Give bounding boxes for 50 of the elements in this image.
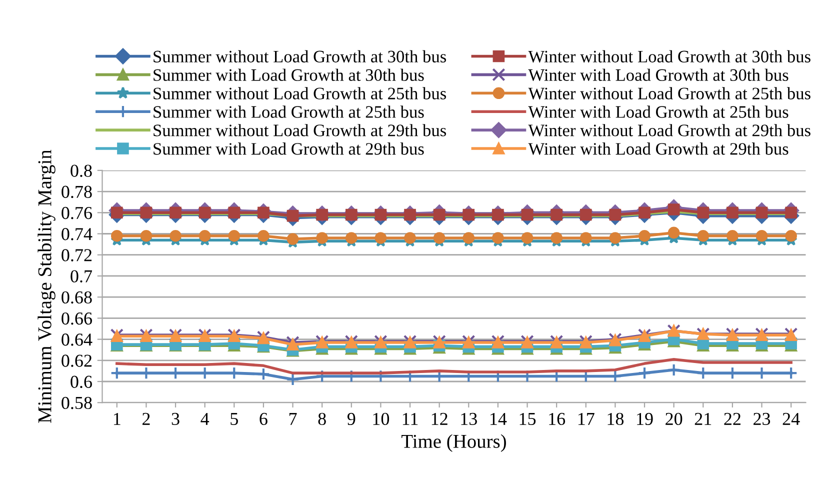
legend-label: Winter with Load Growth at 30th bus [528,68,788,82]
x-tick-label: 18 [608,412,624,426]
x-tick-label: 22 [724,412,740,425]
x-tick-label: 20 [666,412,682,426]
x-tick-label: 9 [347,412,356,426]
legend-label: Summer with Load Growth at 29th bus [154,142,424,155]
x-tick-label: 4 [200,412,210,425]
legend-label: Summer without Load Growth at 30th bus [154,50,446,62]
legend-label: Winter without Load Growth at 25th bus [528,87,810,100]
y-axis-title: Minimum Voltage Stability Margin [38,150,56,423]
x-tick-label: 19 [637,412,653,426]
x-tick-label: 2 [142,412,150,425]
x-tick-label: 7 [289,413,297,425]
x-tick-label: 6 [260,412,268,426]
legend-label: Winter with Load Growth at 25th bus [528,106,788,118]
x-tick-label: 21 [694,412,712,425]
y-tick-label: 0.6 [70,376,92,388]
x-tick-label: 17 [578,412,594,425]
x-axis-title: Time (Hours) [401,434,506,452]
y-tick-label: 0.72 [62,249,92,262]
x-tick-label: 14 [490,412,507,425]
x-tick-label: 24 [782,412,800,425]
legend-label: Winter without Load Growth at 30th bus [528,50,810,63]
y-tick-label: 0.64 [62,334,92,346]
legend-label: Summer with Load Growth at 30th bus [154,68,424,81]
legend-label: Summer without Load Growth at 25th bus [154,87,446,100]
y-tick-label: 0.8 [70,164,92,177]
legend-label: Summer with Load Growth at 25th bus [154,106,424,118]
y-tick-label: 0.76 [62,206,92,220]
y-tick-label: 0.66 [62,312,92,325]
x-tick-label: 1 [114,412,120,425]
x-tick-label: 10 [373,412,390,426]
x-tick-label: 23 [754,412,770,426]
y-tick-label: 0.74 [62,228,92,240]
x-tick-label: 13 [461,412,477,426]
x-tick-label: 3 [172,412,180,426]
y-tick-label: 0.62 [62,354,92,367]
y-tick-label: 0.7 [70,270,92,282]
x-tick-label: 11 [402,412,418,425]
y-tick-label: 0.58 [62,396,92,410]
x-tick-label: 12 [432,412,448,425]
x-tick-label: 8 [318,412,326,426]
legend-label: Summer without Load Growth at 29th bus [154,124,446,136]
y-tick-label: 0.78 [62,186,92,198]
y-tick-label: 0.68 [62,291,92,304]
x-tick-label: 15 [520,412,536,426]
x-tick-label: 16 [549,412,566,426]
x-tick-label: 5 [230,413,238,426]
legend-label: Winter with Load Growth at 29th bus [528,142,788,155]
legend-label: Winter without Load Growth at 29th bus [528,124,810,136]
